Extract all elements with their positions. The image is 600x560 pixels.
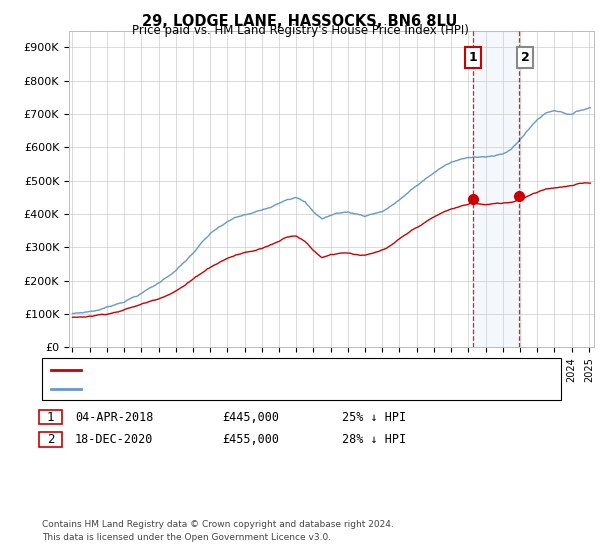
Text: 28% ↓ HPI: 28% ↓ HPI	[342, 433, 406, 446]
Text: 1: 1	[468, 51, 477, 64]
Text: 18-DEC-2020: 18-DEC-2020	[75, 433, 154, 446]
Text: 2: 2	[47, 433, 54, 446]
Bar	[473, 31, 521, 347]
Text: HPI: Average price, detached house, Mid Sussex: HPI: Average price, detached house, Mid …	[87, 384, 338, 394]
Text: 29, LODGE LANE, HASSOCKS, BN6 8LU: 29, LODGE LANE, HASSOCKS, BN6 8LU	[142, 14, 458, 29]
Text: Price paid vs. HM Land Registry's House Price Index (HPI): Price paid vs. HM Land Registry's House …	[131, 24, 469, 37]
Text: 29, LODGE LANE, HASSOCKS, BN6 8LU (detached house): 29, LODGE LANE, HASSOCKS, BN6 8LU (detac…	[87, 365, 383, 375]
Text: 1: 1	[47, 410, 54, 424]
Text: £455,000: £455,000	[222, 433, 279, 446]
Text: £445,000: £445,000	[222, 410, 279, 424]
Text: 25% ↓ HPI: 25% ↓ HPI	[342, 410, 406, 424]
Text: 04-APR-2018: 04-APR-2018	[75, 410, 154, 424]
Text: 2: 2	[521, 51, 530, 64]
Text: Contains HM Land Registry data © Crown copyright and database right 2024.: Contains HM Land Registry data © Crown c…	[42, 520, 394, 529]
Text: This data is licensed under the Open Government Licence v3.0.: This data is licensed under the Open Gov…	[42, 533, 331, 542]
